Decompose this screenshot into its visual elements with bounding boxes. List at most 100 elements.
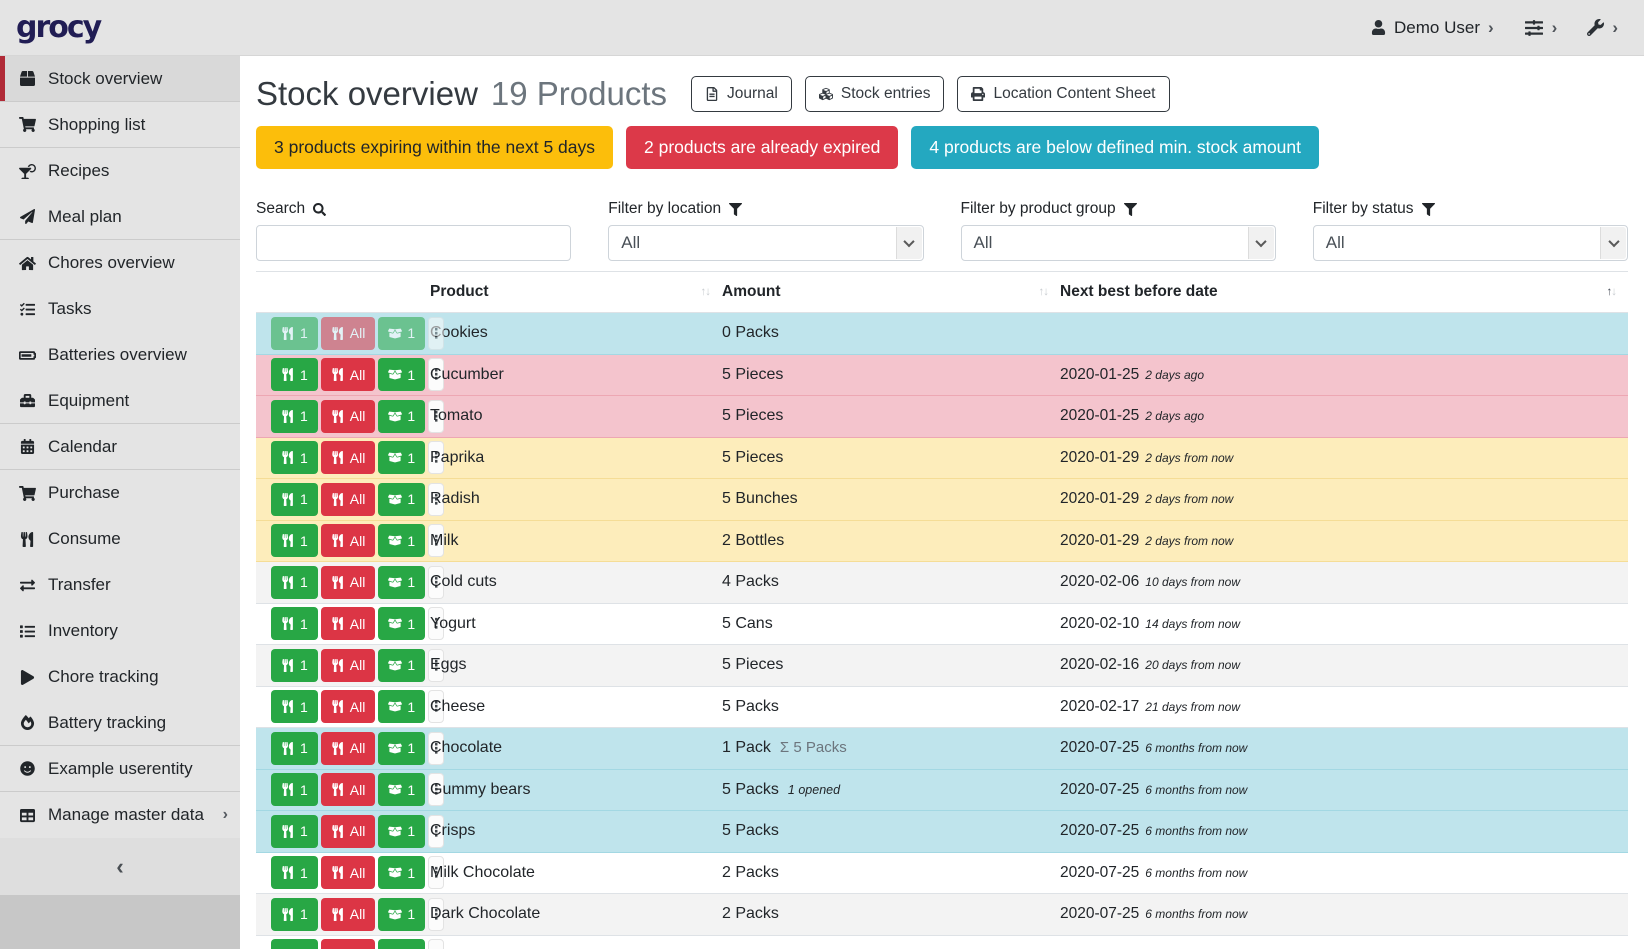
consume-all-button[interactable]: All	[320, 731, 376, 765]
consume-all-button[interactable]: All	[320, 524, 376, 558]
consume-all-button[interactable]: All	[320, 856, 376, 890]
row-menu-button[interactable]: ⋮	[428, 441, 445, 475]
product-name[interactable]: Chocolate	[430, 739, 503, 757]
consume-all-button[interactable]: All	[320, 773, 376, 807]
row-menu-button[interactable]: ⋮	[428, 482, 445, 516]
consume-one-button[interactable]: 1	[271, 565, 318, 599]
sidebar-item[interactable]: Tasks ›	[0, 286, 240, 332]
sidebar-item[interactable]: Manage master data ›	[0, 792, 240, 838]
product-name[interactable]: Tomato	[430, 407, 483, 425]
sidebar-item[interactable]: Stock overview ›	[0, 56, 240, 102]
consume-one-button[interactable]: 1	[271, 441, 318, 475]
consume-one-button[interactable]: 1	[271, 399, 318, 433]
consume-all-button[interactable]: All	[320, 482, 376, 516]
filter-select[interactable]: All	[960, 225, 1276, 261]
column-header[interactable]: Amount ↑↓	[722, 283, 1060, 301]
consume-one-button[interactable]: 1	[271, 482, 318, 516]
filter-select[interactable]: All	[608, 225, 924, 261]
expiring-banner[interactable]: 3 products expiring within the next 5 da…	[256, 126, 614, 169]
product-name[interactable]: Dark Chocolate	[430, 905, 541, 923]
open-one-button[interactable]: 1	[378, 524, 426, 558]
settings-menu[interactable]: ›	[1524, 19, 1557, 37]
expired-banner[interactable]: 2 products are already expired	[626, 126, 899, 169]
sidebar-item[interactable]: Calendar ›	[0, 424, 240, 470]
stock-entries-button[interactable]: Stock entries	[804, 76, 945, 112]
row-menu-button[interactable]: ⋮	[428, 939, 445, 949]
consume-all-button[interactable]: All	[320, 441, 376, 475]
sidebar-item[interactable]: Purchase ›	[0, 470, 240, 516]
consume-one-button[interactable]: 1	[271, 856, 318, 890]
sidebar-item[interactable]: Meal plan ›	[0, 194, 240, 240]
product-name[interactable]: Crisps	[430, 822, 476, 840]
open-one-button[interactable]: 1	[378, 814, 426, 848]
column-header[interactable]: Next best before date ↑↓	[1060, 283, 1628, 301]
consume-one-button[interactable]: 1	[271, 690, 318, 724]
user-menu[interactable]: Demo User ›	[1371, 18, 1494, 38]
consume-all-button[interactable]: All	[320, 814, 376, 848]
sidebar-item[interactable]: Chores overview ›	[0, 240, 240, 286]
consume-one-button[interactable]: 1	[271, 524, 318, 558]
sidebar-item[interactable]: Example userentity ›	[0, 746, 240, 792]
product-name[interactable]: Gummy bears	[430, 780, 531, 798]
row-menu-button[interactable]: ⋮	[428, 856, 445, 890]
product-name[interactable]: Yogurt	[430, 614, 476, 632]
open-one-button[interactable]: 1	[378, 731, 426, 765]
consume-one-button[interactable]: 1	[271, 648, 318, 682]
sidebar-item[interactable]: Recipes ›	[0, 148, 240, 194]
open-one-button[interactable]: 1	[378, 316, 426, 350]
row-menu-button[interactable]: ⋮	[428, 565, 445, 599]
open-one-button[interactable]: 1	[378, 441, 426, 475]
consume-all-button[interactable]: All	[320, 565, 376, 599]
product-name[interactable]: Cold cuts	[430, 573, 497, 591]
product-name[interactable]: Cucumber	[430, 365, 504, 383]
consume-one-button[interactable]: 1	[271, 773, 318, 807]
below-min-banner[interactable]: 4 products are below defined min. stock …	[911, 126, 1319, 169]
product-name[interactable]: Eggs	[430, 656, 467, 674]
row-menu-button[interactable]: ⋮	[428, 897, 445, 931]
sidebar-item[interactable]: Equipment ›	[0, 378, 240, 424]
product-name[interactable]: Radish	[430, 490, 480, 508]
consume-one-button[interactable]: 1	[271, 939, 318, 949]
product-name[interactable]: Milk	[430, 531, 459, 549]
product-name[interactable]: Cookies	[430, 324, 488, 342]
open-one-button[interactable]: 1	[378, 399, 426, 433]
row-menu-button[interactable]: ⋮	[428, 524, 445, 558]
sidebar-item[interactable]: Chore tracking ›	[0, 654, 240, 700]
row-menu-button[interactable]: ⋮	[428, 607, 445, 641]
sidebar-item[interactable]: Shopping list ›	[0, 102, 240, 148]
sidebar-item[interactable]: Inventory ›	[0, 608, 240, 654]
consume-all-button[interactable]: All	[320, 607, 376, 641]
consume-all-button[interactable]: All	[320, 358, 376, 392]
row-menu-button[interactable]: ⋮	[428, 773, 445, 807]
consume-all-button[interactable]: All	[320, 939, 376, 949]
sidebar-item[interactable]: Battery tracking ›	[0, 700, 240, 746]
sidebar-collapse-button[interactable]: ‹	[0, 838, 240, 895]
product-name[interactable]: Milk Chocolate	[430, 863, 535, 881]
consume-one-button[interactable]: 1	[271, 897, 318, 931]
open-one-button[interactable]: 1	[378, 897, 426, 931]
consume-all-button[interactable]: All	[320, 648, 376, 682]
filter-select[interactable]: All	[1312, 225, 1628, 261]
row-menu-button[interactable]: ⋮	[428, 358, 445, 392]
consume-one-button[interactable]: 1	[271, 358, 318, 392]
location-content-sheet-button[interactable]: Location Content Sheet	[957, 76, 1170, 112]
open-one-button[interactable]: 1	[378, 565, 426, 599]
product-name[interactable]: Paprika	[430, 448, 485, 466]
consume-one-button[interactable]: 1	[271, 814, 318, 848]
row-menu-button[interactable]: ⋮	[428, 399, 445, 433]
consume-all-button[interactable]: All	[320, 316, 376, 350]
consume-one-button[interactable]: 1	[271, 316, 318, 350]
open-one-button[interactable]: 1	[378, 690, 426, 724]
consume-all-button[interactable]: All	[320, 690, 376, 724]
row-menu-button[interactable]: ⋮	[428, 316, 445, 350]
open-one-button[interactable]: 1	[378, 648, 426, 682]
column-header[interactable]: Product ↑↓	[430, 283, 722, 301]
open-one-button[interactable]: 1	[378, 856, 426, 890]
open-one-button[interactable]: 1	[378, 482, 426, 516]
open-one-button[interactable]: 1	[378, 358, 426, 392]
sidebar-item[interactable]: Batteries overview ›	[0, 332, 240, 378]
consume-all-button[interactable]: All	[320, 897, 376, 931]
search-input[interactable]	[256, 225, 572, 261]
row-menu-button[interactable]: ⋮	[428, 814, 445, 848]
row-menu-button[interactable]: ⋮	[428, 690, 445, 724]
